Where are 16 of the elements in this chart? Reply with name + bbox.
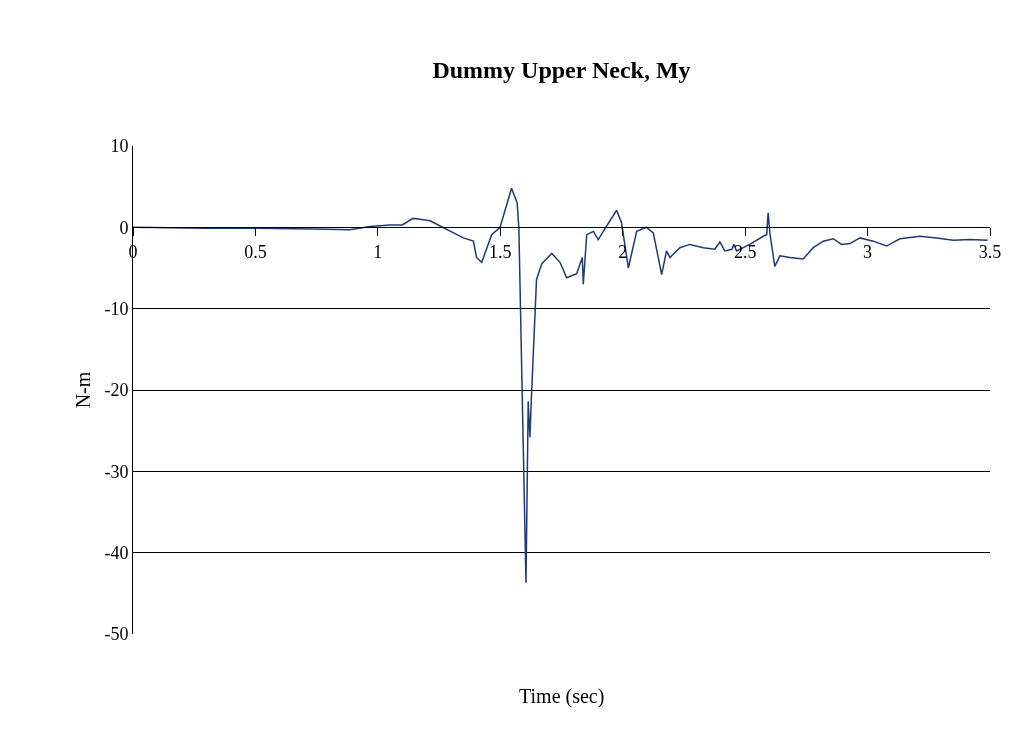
y-tick-label: -50: [104, 624, 129, 645]
chart-title: Dummy Upper Neck, My: [432, 57, 691, 84]
x-tick-label: 3: [863, 241, 873, 262]
y-axis-title: N-m: [71, 371, 94, 409]
x-tick-label: 1.5: [489, 241, 512, 262]
x-tick-label: 1: [373, 241, 383, 262]
y-tick-label: -40: [104, 542, 129, 563]
x-axis-title: Time (sec): [519, 685, 605, 708]
y-tick-label: 0: [119, 217, 129, 238]
y-tick-label: 10: [110, 136, 129, 157]
y-tick-label: -30: [104, 461, 129, 482]
x-tick-label: 2.5: [733, 241, 757, 262]
x-tick-label: 0.5: [244, 241, 267, 262]
y-tick-label: -20: [104, 380, 129, 401]
x-tick-label: 3.5: [978, 241, 1002, 262]
y-tick-label: -10: [104, 298, 129, 319]
